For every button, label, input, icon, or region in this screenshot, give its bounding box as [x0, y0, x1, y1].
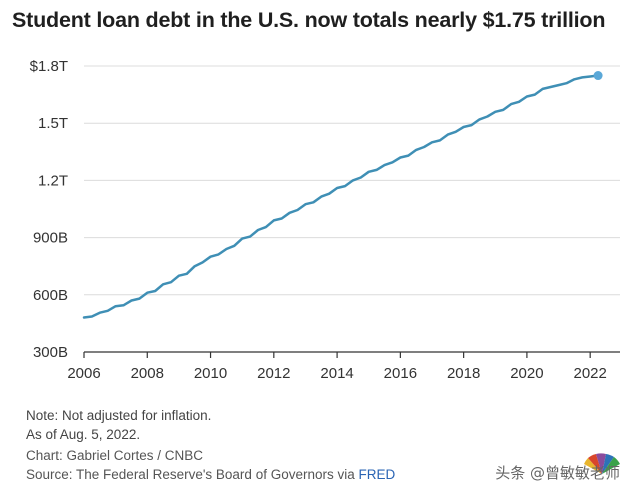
credit-author: Chart: Gabriel Cortes / CNBC: [26, 448, 204, 463]
y-tick-label: 1.2T: [38, 172, 68, 189]
peacock-logo-icon: [584, 453, 620, 474]
x-tick-label: 2020: [510, 365, 543, 382]
end-point-marker: [593, 71, 603, 81]
chart-notes: Note: Not adjusted for inflation. As of …: [26, 406, 211, 444]
chart-credits: Chart: Gabriel Cortes / CNBC Source: The…: [26, 446, 395, 484]
y-tick-label: 1.5T: [38, 115, 68, 132]
note-inflation: Note: Not adjusted for inflation.: [26, 408, 212, 423]
chart-title: Student loan debt in the U.S. now totals…: [12, 8, 606, 32]
watermark-text: 头条 @曾敏敏老师: [495, 464, 620, 482]
x-tick-label: 2006: [67, 365, 100, 382]
y-tick-label: 900B: [33, 230, 68, 247]
x-tick-label: 2014: [320, 365, 353, 382]
y-tick-label: $1.8T: [30, 58, 68, 75]
y-tick-label: 600B: [33, 287, 68, 304]
y-tick-label: 300B: [33, 344, 68, 361]
x-tick-label: 2022: [573, 365, 606, 382]
y-tick-labels: $1.8T 1.5T 1.2T 900B 600B 300B: [30, 58, 68, 361]
x-tick-label: 2012: [257, 365, 290, 382]
source-line: Source: The Federal Reserve's Board of G…: [26, 465, 395, 484]
x-tick-label: 2018: [447, 365, 480, 382]
series-line: [82, 74, 600, 319]
x-tick-label: 2016: [384, 365, 417, 382]
y-grid: [84, 65, 620, 353]
x-ticks: 2006 2008 2010 2012 2014 2016 2018 2020 2022: [67, 352, 607, 382]
source-link-fred[interactable]: FRED: [358, 467, 396, 482]
source-text: Source: The Federal Reserve's Board of G…: [26, 467, 359, 482]
note-date: As of Aug. 5, 2022.: [26, 427, 141, 442]
x-tick-label: 2010: [194, 365, 227, 382]
x-tick-label: 2008: [131, 365, 164, 382]
